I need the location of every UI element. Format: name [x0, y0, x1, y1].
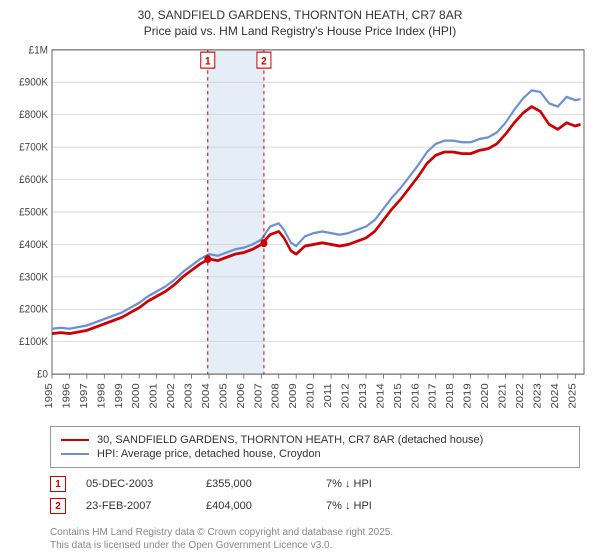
- svg-text:£600K: £600K: [19, 174, 49, 187]
- sale-row: 1 05-DEC-2003 £355,000 7% ↓ HPI: [50, 476, 590, 492]
- svg-text:2020: 2020: [480, 383, 491, 408]
- svg-text:2017: 2017: [427, 383, 438, 408]
- svg-text:2002: 2002: [166, 383, 177, 408]
- legend-swatch-blue: [61, 453, 89, 455]
- svg-text:2022: 2022: [515, 383, 526, 408]
- svg-text:2016: 2016: [410, 383, 421, 408]
- svg-text:2015: 2015: [392, 383, 403, 408]
- sale-marker-2: 2: [50, 498, 66, 514]
- svg-text:£300K: £300K: [19, 271, 49, 284]
- footer-line2: This data is licensed under the Open Gov…: [50, 539, 590, 552]
- svg-text:2010: 2010: [305, 383, 316, 408]
- legend-row-2: HPI: Average price, detached house, Croy…: [61, 448, 569, 460]
- svg-text:£800K: £800K: [19, 109, 49, 122]
- svg-text:2004: 2004: [201, 383, 212, 408]
- sale-diff: 7% ↓ HPI: [326, 478, 426, 490]
- svg-text:£900K: £900K: [19, 76, 49, 89]
- sales-table: 1 05-DEC-2003 £355,000 7% ↓ HPI 2 23-FEB…: [50, 476, 590, 520]
- svg-text:1996: 1996: [61, 383, 72, 408]
- svg-text:2018: 2018: [445, 383, 456, 408]
- title-line1: 30, SANDFIELD GARDENS, THORNTON HEATH, C…: [10, 8, 590, 24]
- sale-date: 05-DEC-2003: [86, 478, 186, 490]
- chart-area: £0 £100K £200K £300K £400K £500K £600K £700K £80…: [10, 43, 590, 420]
- sale-price: £404,000: [206, 500, 306, 512]
- chart-title: 30, SANDFIELD GARDENS, THORNTON HEATH, C…: [10, 8, 590, 39]
- svg-text:2005: 2005: [218, 383, 229, 408]
- svg-text:2012: 2012: [340, 383, 351, 408]
- title-line2: Price paid vs. HM Land Registry's House …: [10, 24, 590, 40]
- svg-text:2007: 2007: [253, 383, 264, 408]
- svg-text:1995: 1995: [44, 383, 55, 408]
- svg-text:2000: 2000: [131, 383, 142, 408]
- svg-text:2021: 2021: [497, 383, 508, 408]
- svg-text:2011: 2011: [323, 383, 334, 408]
- sale-diff: 7% ↓ HPI: [326, 500, 426, 512]
- footer-note: Contains HM Land Registry data © Crown c…: [50, 526, 590, 552]
- legend-row-1: 30, SANDFIELD GARDENS, THORNTON HEATH, C…: [61, 434, 569, 446]
- sale-marker-1: 1: [50, 476, 66, 492]
- svg-text:2: 2: [261, 55, 267, 68]
- footer-line1: Contains HM Land Registry data © Crown c…: [50, 526, 590, 539]
- svg-text:£0: £0: [37, 368, 48, 381]
- line-chart: £0 £100K £200K £300K £400K £500K £600K £700K £80…: [10, 43, 590, 420]
- svg-text:2014: 2014: [375, 383, 386, 408]
- svg-text:2024: 2024: [549, 383, 560, 408]
- svg-text:1997: 1997: [78, 383, 89, 408]
- svg-text:2009: 2009: [288, 383, 299, 408]
- svg-text:2006: 2006: [235, 383, 246, 408]
- legend: 30, SANDFIELD GARDENS, THORNTON HEATH, C…: [50, 426, 580, 468]
- svg-text:£200K: £200K: [19, 303, 49, 316]
- svg-text:£1M: £1M: [29, 44, 48, 57]
- svg-text:£100K: £100K: [19, 336, 49, 349]
- svg-text:1999: 1999: [113, 383, 124, 408]
- sale-price: £355,000: [206, 478, 306, 490]
- svg-text:2013: 2013: [358, 383, 369, 408]
- svg-text:2019: 2019: [462, 383, 473, 408]
- svg-text:1998: 1998: [96, 383, 107, 408]
- legend-label-1: 30, SANDFIELD GARDENS, THORNTON HEATH, C…: [97, 434, 483, 446]
- svg-text:£500K: £500K: [19, 206, 49, 219]
- svg-text:2001: 2001: [148, 383, 159, 408]
- legend-label-2: HPI: Average price, detached house, Croy…: [97, 448, 321, 460]
- sale-date: 23-FEB-2007: [86, 500, 186, 512]
- svg-text:2008: 2008: [270, 383, 281, 408]
- svg-text:2025: 2025: [567, 383, 578, 408]
- sale-row: 2 23-FEB-2007 £404,000 7% ↓ HPI: [50, 498, 590, 514]
- legend-swatch-red: [61, 439, 89, 442]
- svg-text:2003: 2003: [183, 383, 194, 408]
- svg-text:£700K: £700K: [19, 141, 49, 154]
- svg-text:1: 1: [205, 55, 211, 68]
- svg-text:£400K: £400K: [19, 238, 49, 251]
- svg-text:2023: 2023: [532, 383, 543, 408]
